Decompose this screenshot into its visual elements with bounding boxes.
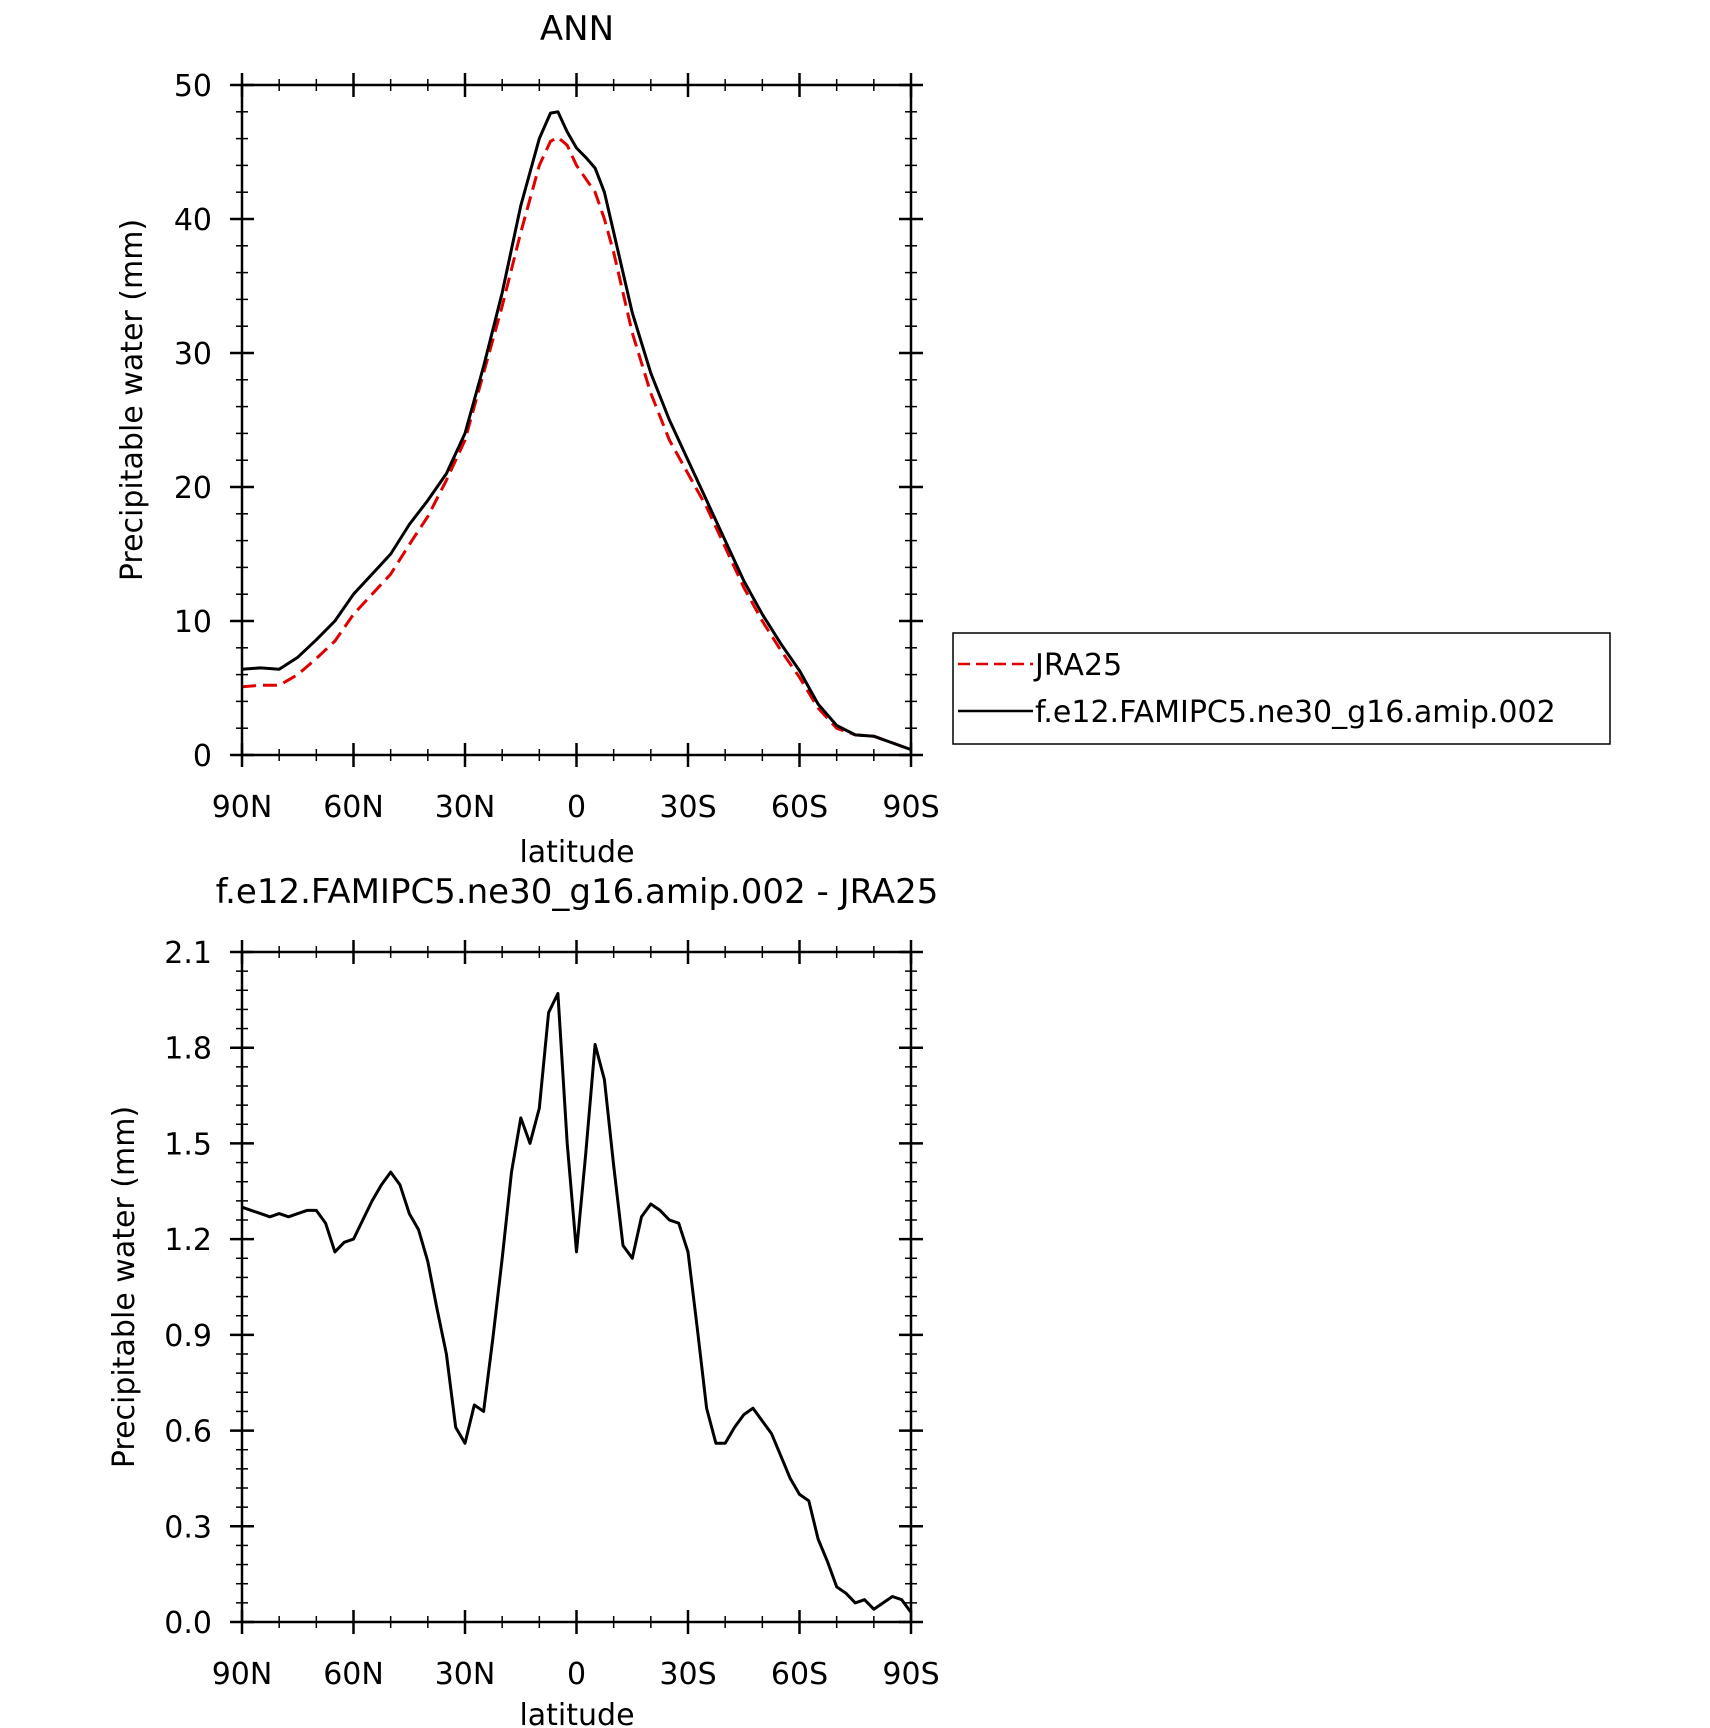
bottom-chart-ticks: 0.0 0.3 0.6 0.9 1.2 1.5 1.8 2.1 90N 60N 30N 0 30S 60S… [164, 936, 939, 1692]
legend-box [952, 632, 1611, 745]
legend: JRA25 f.e12.FAMIPC5.ne30_g16.amip.002 [952, 632, 1611, 745]
bottom-ytick-label: 0.6 [164, 1415, 212, 1450]
bottom-series-line-0 [241, 992, 913, 1614]
bottom-ytick-label: 2.1 [164, 936, 212, 971]
bottom-xtick-label: 30N [435, 1657, 496, 1692]
bottom-xtick-label: 0 [567, 1657, 586, 1692]
bottom-ytick-label: 1.5 [164, 1127, 212, 1162]
bottom-ytick-label: 1.2 [164, 1223, 212, 1258]
legend-label-model: f.e12.FAMIPC5.ne30_g16.amip.002 [1035, 695, 1556, 730]
top-chart-xlabel: latitude [519, 835, 634, 870]
top-xtick-label: 0 [567, 790, 586, 825]
bottom-chart-title: f.e12.FAMIPC5.ne30_g16.amip.002 - JRA25 [216, 872, 939, 912]
top-series-line-1 [241, 110, 912, 752]
top-xtick-label: 30S [659, 790, 716, 825]
top-ytick-label: 50 [174, 69, 212, 104]
bottom-ytick-label: 1.8 [164, 1032, 212, 1067]
top-xtick-label: 60N [323, 790, 384, 825]
top-ytick-label: 20 [174, 471, 212, 506]
bottom-xtick-label: 60N [323, 1657, 384, 1692]
top-chart-ticks: 0 10 20 30 40 50 90N 60N 30N 0 30S 60S 90S [174, 69, 940, 825]
bottom-ytick-label: 0.9 [164, 1319, 212, 1354]
bottom-xtick-label: 30S [659, 1657, 716, 1692]
top-series-line-0 [241, 135, 912, 752]
top-ytick-label: 0 [193, 739, 212, 774]
top-xtick-label: 30N [435, 790, 496, 825]
top-chart-plot-frame [240, 83, 913, 757]
bottom-chart-panel: f.e12.FAMIPC5.ne30_g16.amip.002 - JRA25 … [107, 872, 940, 1728]
legend-label-jra25: JRA25 [1033, 648, 1122, 683]
bottom-xtick-label: 90N [212, 1657, 273, 1692]
top-chart-panel: ANN Precipitable water (mm) latitude 0 10… [115, 9, 1611, 870]
top-xtick-label: 90S [882, 790, 939, 825]
top-chart-ylabel: Precipitable water (mm) [115, 219, 150, 581]
bottom-xtick-label: 60S [771, 1657, 828, 1692]
bottom-xtick-label: 90S [882, 1657, 939, 1692]
bottom-chart-xlabel: latitude [519, 1698, 634, 1728]
top-xtick-label: 60S [771, 790, 828, 825]
top-chart-lines [241, 110, 912, 752]
top-ytick-label: 30 [174, 337, 212, 372]
bottom-chart-ylabel: Precipitable water (mm) [107, 1106, 142, 1468]
top-chart-title: ANN [540, 9, 614, 49]
bottom-chart-plot-frame [240, 950, 913, 1624]
bottom-ytick-label: 0.0 [164, 1606, 212, 1641]
top-xtick-label: 90N [212, 790, 273, 825]
bottom-chart-lines [241, 992, 913, 1614]
top-ytick-label: 40 [174, 203, 212, 238]
top-ytick-label: 10 [174, 605, 212, 640]
bottom-ytick-label: 0.3 [164, 1510, 212, 1545]
